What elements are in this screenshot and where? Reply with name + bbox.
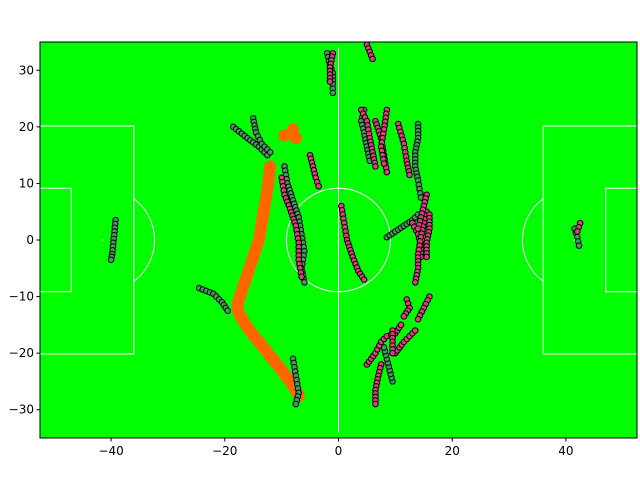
right-penalty-arc: [522, 198, 544, 282]
player-point-team-a: [107, 256, 115, 264]
x-axis: −40 −20 0 20 40: [98, 438, 574, 458]
player-point-team-b: [372, 400, 379, 408]
player-point-team-a: [575, 242, 583, 249]
ball-point: [278, 129, 291, 142]
x-tick-label: 0: [335, 444, 343, 458]
player-point-team-a: [329, 89, 337, 97]
player-point-team-a: [301, 279, 308, 286]
y-tick-label: 20: [19, 120, 34, 134]
player-point-team-b: [414, 315, 422, 323]
y-axis: −30 −20 −10 0 10 20 30: [9, 63, 40, 417]
player-point-team-b: [406, 171, 413, 179]
right-penalty-spot: [573, 239, 576, 241]
player-point-team-b: [411, 279, 419, 286]
player-point-team-b: [423, 253, 430, 261]
player-point-team-b: [574, 228, 581, 235]
center-circle: [285, 187, 392, 293]
plot-area: [39, 41, 638, 438]
x-tick-label: −20: [212, 444, 237, 458]
player-point-team-b: [369, 55, 376, 63]
left-penalty-arc: [133, 198, 155, 282]
y-tick-label: −10: [9, 290, 34, 304]
x-tick-label: −40: [98, 444, 123, 458]
y-tick-label: 30: [19, 63, 34, 77]
player-point-team-b: [411, 327, 419, 334]
y-tick-label: 10: [19, 176, 34, 190]
player-point-team-b: [315, 182, 322, 190]
player-point-team-b: [414, 225, 422, 232]
left-penalty-spot: [101, 239, 104, 241]
ball-point: [289, 132, 302, 145]
y-tick-label: 0: [26, 233, 34, 247]
x-tick-label: 40: [558, 444, 573, 458]
player-point-team-b: [397, 321, 405, 329]
player-point-team-b: [372, 163, 379, 170]
player-point-team-b: [383, 168, 391, 176]
player-point-team-b: [360, 276, 368, 283]
x-tick-label: 20: [445, 444, 460, 458]
player-point-team-b: [326, 78, 334, 85]
player-point-team-a: [292, 400, 300, 408]
player-point-team-b: [298, 273, 305, 281]
y-tick-label: −30: [9, 403, 34, 417]
player-point-team-b: [400, 313, 408, 320]
player-point-team-a: [224, 307, 231, 315]
y-tick-label: −20: [9, 346, 34, 360]
player-point-team-a: [266, 149, 274, 156]
player-point-team-b: [380, 160, 388, 167]
player-point-team-b: [389, 349, 396, 357]
